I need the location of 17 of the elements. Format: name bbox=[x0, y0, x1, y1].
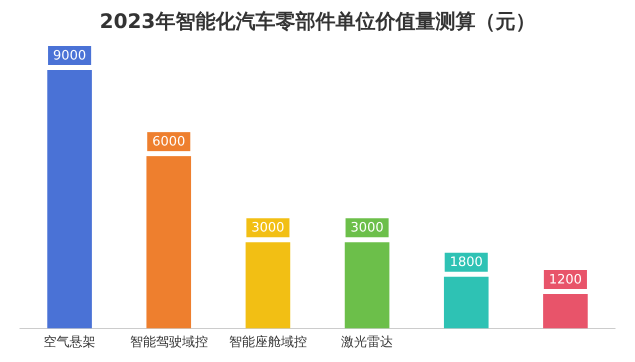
x-tick-label: 智能座舱域控 bbox=[228, 334, 307, 349]
data-label: 1200 bbox=[548, 272, 582, 288]
x-tick-label: 激光雷达 bbox=[341, 334, 394, 349]
x-tick-label: 空气悬架 bbox=[44, 334, 96, 349]
data-label: 1800 bbox=[450, 255, 483, 270]
bar bbox=[146, 156, 192, 328]
bar bbox=[246, 242, 290, 328]
bar bbox=[543, 294, 588, 328]
data-label: 6000 bbox=[152, 134, 186, 150]
bar bbox=[47, 70, 92, 328]
data-label: 3000 bbox=[350, 220, 384, 236]
bar bbox=[344, 242, 390, 328]
data-label: 9000 bbox=[53, 48, 86, 64]
data-label: 3000 bbox=[251, 220, 284, 236]
bar bbox=[444, 276, 489, 328]
x-tick-label: 智能驾驶域控 bbox=[130, 334, 208, 349]
chart-title: 2023年智能化汽车零部件单位价值量测算（元） bbox=[98, 8, 536, 35]
